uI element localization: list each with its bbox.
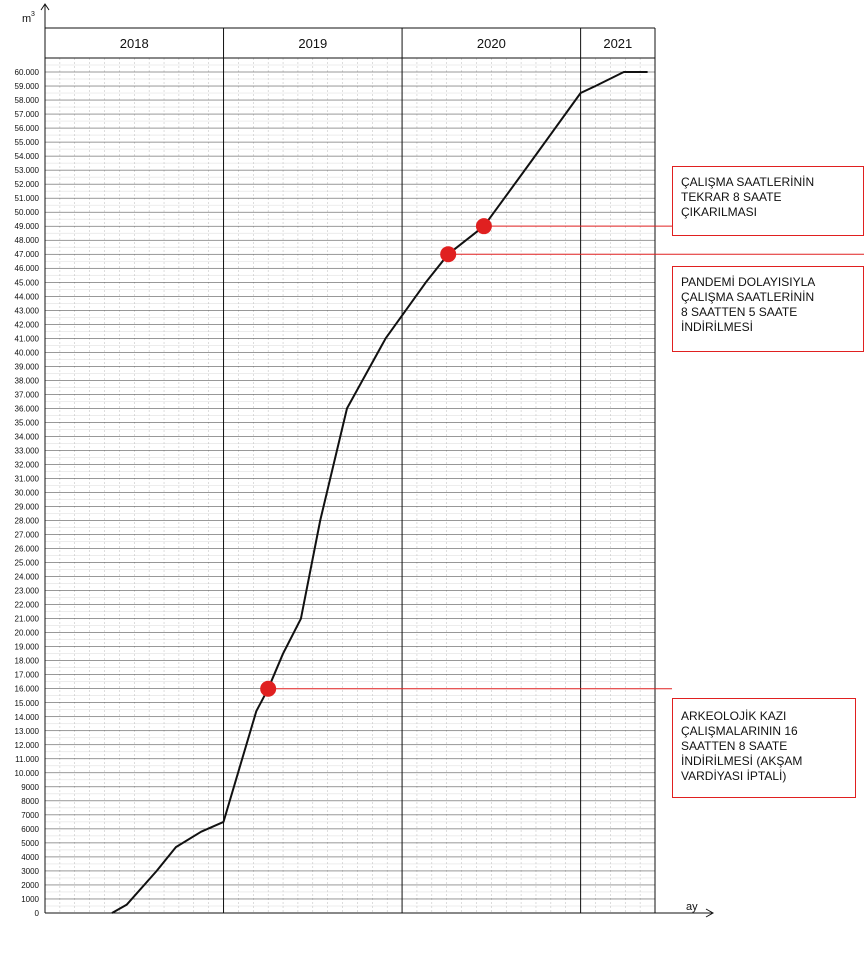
y-tick-label: 16.000 <box>15 685 40 694</box>
y-unit-superscript: 3 <box>31 11 35 18</box>
y-tick-label: 31.000 <box>15 474 40 483</box>
y-tick-label: 9000 <box>21 783 39 792</box>
y-tick-label: 30.000 <box>15 489 40 498</box>
axis-unit-labels: m 3 ay <box>22 11 698 913</box>
annotation-marker <box>440 246 457 263</box>
year-label: 2021 <box>603 36 632 51</box>
y-tick-label: 40.000 <box>15 348 40 357</box>
y-tick-label: 10.000 <box>15 769 40 778</box>
annotation-markers <box>260 218 492 697</box>
y-tick-label: 12.000 <box>15 741 40 750</box>
y-tick-label: 57.000 <box>15 110 40 119</box>
y-tick-label: 17.000 <box>15 671 40 680</box>
y-tick-label: 7000 <box>21 811 39 820</box>
y-tick-label: 25.000 <box>15 559 40 568</box>
y-tick-label: 44.000 <box>15 292 40 301</box>
y-tick-label: 2000 <box>21 881 39 890</box>
y-tick-label: 54.000 <box>15 152 40 161</box>
major-gridlines <box>45 27 656 914</box>
y-tick-label: 43.000 <box>15 306 40 315</box>
y-tick-label: 20.000 <box>15 629 40 638</box>
year-label: 2019 <box>298 36 327 51</box>
x-axis-arrowhead <box>705 908 715 918</box>
y-tick-label: 14.000 <box>15 713 40 722</box>
annotation-box-pandemic-hours-cut: PANDEMİ DOLAYISIYLA ÇALIŞMA SAATLERİNİN … <box>672 266 864 352</box>
y-tick-label: 22.000 <box>15 601 40 610</box>
y-tick-label: 47.000 <box>15 250 40 259</box>
y-tick-label: 15.000 <box>15 699 40 708</box>
y-tick-label: 23.000 <box>15 587 40 596</box>
y-tick-label: 42.000 <box>15 320 40 329</box>
y-tick-label: 28.000 <box>15 517 40 526</box>
y-tick-label: 24.000 <box>15 573 40 582</box>
y-tick-label: 1000 <box>21 895 39 904</box>
y-tick-label: 26.000 <box>15 545 40 554</box>
y-tick-label: 21.000 <box>15 615 40 624</box>
axes <box>40 3 715 918</box>
y-tick-label: 58.000 <box>15 96 40 105</box>
y-tick-label: 51.000 <box>15 194 40 203</box>
annotation-box-work-hours-back-to-8: ÇALIŞMA SAATLERİNİN TEKRAR 8 SAATE ÇIKAR… <box>672 166 864 236</box>
y-tick-label: 0 <box>35 909 40 918</box>
y-tick-label: 52.000 <box>15 180 40 189</box>
y-tick-label: 8000 <box>21 797 39 806</box>
y-tick-label: 35.000 <box>15 418 40 427</box>
year-label: 2020 <box>477 36 506 51</box>
y-tick-label: 48.000 <box>15 236 40 245</box>
y-tick-label: 19.000 <box>15 643 40 652</box>
y-tick-label: 39.000 <box>15 362 40 371</box>
y-tick-label: 13.000 <box>15 727 40 736</box>
series-lines <box>111 71 648 914</box>
y-tick-label: 5000 <box>21 839 39 848</box>
y-tick-label: 33.000 <box>15 446 40 455</box>
y-tick-label: 45.000 <box>15 278 40 287</box>
y-tick-label: 11.000 <box>15 755 39 764</box>
year-label: 2018 <box>120 36 149 51</box>
y-tick-label: 29.000 <box>15 503 40 512</box>
year-labels: 2018 2019 2020 2021 <box>120 36 632 51</box>
y-tick-label: 3000 <box>21 867 39 876</box>
y-tick-label: 49.000 <box>15 222 40 231</box>
y-tick-label: 32.000 <box>15 460 40 469</box>
y-tick-label: 34.000 <box>15 432 40 441</box>
y-tick-label: 27.000 <box>15 531 40 540</box>
y-tick-labels: 0 1000 2000 3000 4000 5000 6000 7000 8000 9000 10.… <box>15 68 40 918</box>
y-tick-label: 6000 <box>21 825 39 834</box>
series-line <box>111 71 648 914</box>
y-tick-label: 60.000 <box>15 68 40 77</box>
y-tick-label: 46.000 <box>15 264 40 273</box>
minor-gridlines <box>45 58 655 913</box>
y-tick-label: 38.000 <box>15 376 40 385</box>
y-tick-label: 50.000 <box>15 208 40 217</box>
y-tick-label: 55.000 <box>15 138 40 147</box>
annotation-box-excavation-shift-cut: ARKEOLOJİK KAZI ÇALIŞMALARININ 16 SAATTE… <box>672 698 856 798</box>
y-tick-label: 37.000 <box>15 390 40 399</box>
y-tick-label: 18.000 <box>15 657 40 666</box>
y-tick-label: 41.000 <box>15 334 40 343</box>
annotation-marker <box>260 680 277 697</box>
y-tick-label: 53.000 <box>15 166 40 175</box>
y-tick-label: 4000 <box>21 853 39 862</box>
x-axis-label: ay <box>686 901 698 913</box>
annotation-marker <box>475 218 492 235</box>
y-unit-label: m <box>22 13 31 25</box>
y-tick-label: 59.000 <box>15 82 40 91</box>
y-tick-label: 36.000 <box>15 404 40 413</box>
y-tick-label: 56.000 <box>15 124 40 133</box>
